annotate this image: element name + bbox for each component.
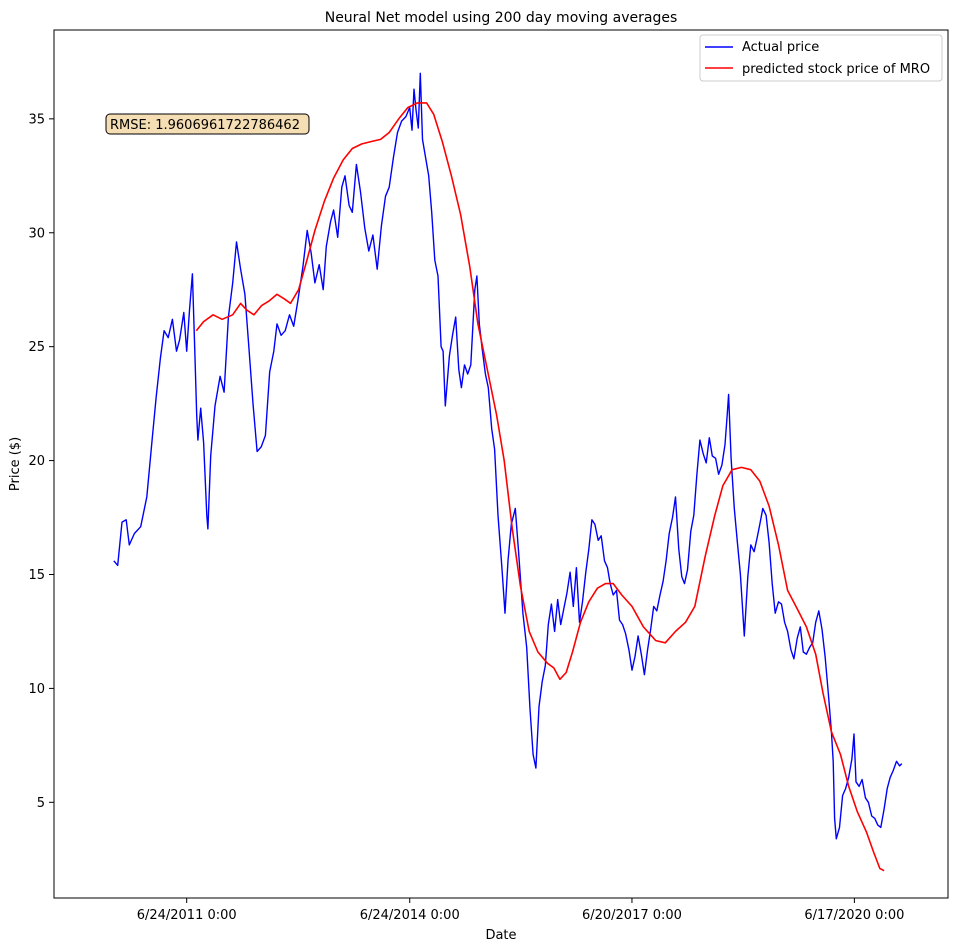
y-tick-label: 20	[28, 454, 45, 469]
rmse-annotation: RMSE: 1.9606961722786462	[105, 113, 310, 135]
y-tick-label: 5	[37, 796, 45, 811]
y-tick-label: 10	[28, 682, 45, 697]
legend-label-predicted: predicted stock price of MRO	[742, 62, 930, 77]
plot-area	[54, 30, 948, 898]
chart-title: Neural Net model using 200 day moving av…	[325, 10, 678, 26]
y-tick-label: 35	[28, 112, 45, 127]
x-axis-ticks: 6/24/2011 0:00 6/24/2014 0:00 6/20/2017 0:…	[137, 898, 904, 923]
rmse-box	[105, 113, 310, 135]
y-axis-label: Price ($)	[8, 437, 23, 491]
x-tick-label: 6/20/2017 0:00	[582, 908, 682, 923]
y-tick-label: 15	[28, 568, 45, 583]
predicted-price-line	[195, 102, 885, 872]
actual-price-line	[113, 72, 903, 840]
x-tick-label: 6/24/2014 0:00	[360, 908, 460, 923]
legend-box	[699, 34, 943, 82]
y-axis-ticks: 5 10 15 20 25 30 35	[28, 112, 54, 811]
y-tick-label: 25	[28, 340, 45, 355]
legend: Actual price predicted stock price of MR…	[699, 34, 943, 82]
y-tick-label: 30	[28, 226, 45, 241]
x-tick-label: 6/24/2011 0:00	[137, 908, 237, 923]
series-layer	[113, 72, 903, 872]
x-tick-label: 6/17/2020 0:00	[804, 908, 904, 923]
rmse-text: RMSE: 1.9606961722786462	[110, 118, 300, 133]
x-axis-label: Date	[485, 928, 516, 943]
legend-label-actual: Actual price	[742, 40, 819, 55]
plot-frame	[53, 29, 949, 899]
